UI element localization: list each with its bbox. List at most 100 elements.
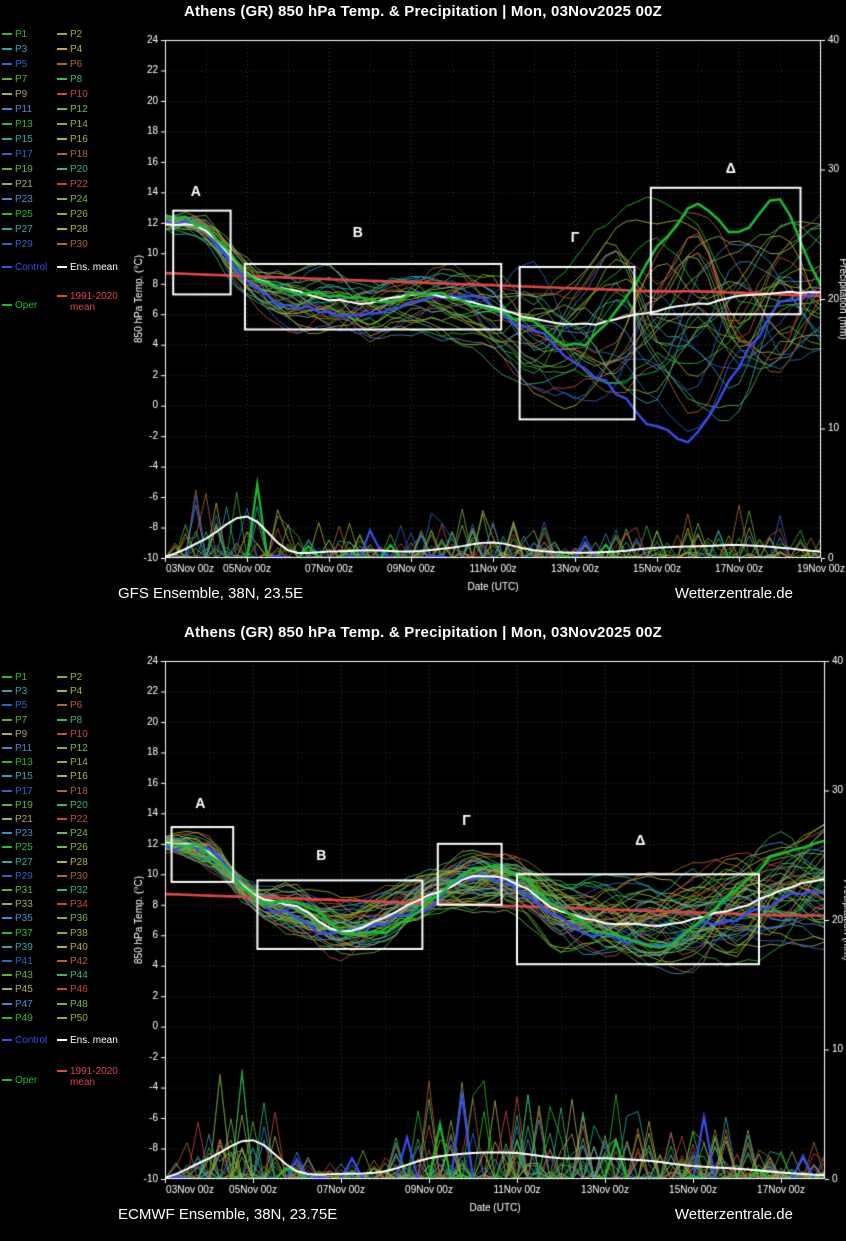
legend-label: P3 [15, 44, 27, 55]
legend-label: P14 [70, 757, 88, 768]
legend-label: P2 [70, 29, 82, 40]
legend-line-swatch [57, 153, 67, 155]
legend-item-clim-mean: 1991-2020 [57, 1067, 118, 1077]
legend-item-p21: P21 [2, 180, 33, 190]
legend-item-p8: P8 [57, 75, 82, 85]
legend-item-p30: P30 [57, 240, 88, 250]
legend-item-ens-mean: Ens. mean [57, 263, 118, 273]
legend-item-p37: P37 [2, 929, 33, 939]
legend-item-p41: P41 [2, 957, 33, 967]
legend-line-swatch [2, 138, 12, 140]
legend-label: P23 [15, 194, 33, 205]
legend-item-p4: P4 [57, 687, 82, 697]
legend-label: P25 [15, 842, 33, 853]
legend-item-p33: P33 [2, 900, 33, 910]
legend-label: P22 [70, 179, 88, 190]
legend-item-p15: P15 [2, 135, 33, 145]
legend-item-p30: P30 [57, 872, 88, 882]
legend-line-swatch [57, 138, 67, 140]
legend-line-swatch [2, 903, 12, 905]
legend-line-swatch [57, 183, 67, 185]
legend-item-p20: P20 [57, 801, 88, 811]
legend-line-swatch [2, 846, 12, 848]
legend-label: P44 [70, 970, 88, 981]
legend-line-swatch [2, 1039, 12, 1041]
legend-line-swatch [57, 804, 67, 806]
legend-line-swatch [57, 903, 67, 905]
legend-line-swatch [57, 1017, 67, 1019]
legend-label: P28 [70, 857, 88, 868]
legend-item-p48: P48 [57, 1000, 88, 1010]
legend-label: P11 [15, 743, 32, 754]
legend-item-p5: P5 [2, 60, 27, 70]
legend-line-swatch [57, 932, 67, 934]
legend-label: P48 [70, 999, 88, 1010]
legend-item-p18: P18 [57, 787, 88, 797]
legend-label: P40 [70, 942, 88, 953]
legend-label: P9 [15, 729, 27, 740]
legend-line-swatch [2, 153, 12, 155]
legend-line-swatch [57, 108, 67, 110]
legend-line-swatch [57, 168, 67, 170]
legend-label: P24 [70, 194, 88, 205]
legend-item-p38: P38 [57, 929, 88, 939]
legend-label: P12 [70, 743, 88, 754]
legend-item-p11: P11 [2, 744, 32, 754]
legend-line-swatch [57, 775, 67, 777]
legend-item-p23: P23 [2, 829, 33, 839]
legend-item-p18: P18 [57, 150, 88, 160]
legend-item-p10: P10 [57, 730, 88, 740]
legend-line-swatch [57, 917, 67, 919]
legend-line-swatch [2, 733, 12, 735]
legend-line-swatch [2, 198, 12, 200]
legend-item-p32: P32 [57, 886, 88, 896]
legend-item-p19: P19 [2, 165, 33, 175]
legend-line-swatch [2, 761, 12, 763]
legend-label: P20 [70, 800, 88, 811]
legend-item-p14: P14 [57, 120, 88, 130]
legend-item-p29: P29 [2, 872, 33, 882]
legend-item-p9: P9 [2, 730, 27, 740]
legend-line-swatch [2, 875, 12, 877]
legend-item-clim-mean-line2: mean [70, 1078, 95, 1088]
legend-item-p40: P40 [57, 943, 88, 953]
legend-label: P15 [15, 771, 33, 782]
legend-line-swatch [57, 1003, 67, 1005]
legend-item-p2: P2 [57, 30, 82, 40]
legend-item-p7: P7 [2, 716, 27, 726]
legend-label: P17 [15, 786, 33, 797]
legend-line-swatch [57, 63, 67, 65]
legend-line-swatch [2, 48, 12, 50]
legend-line-swatch [2, 704, 12, 706]
legend-line-swatch [2, 775, 12, 777]
legend-line-swatch [2, 818, 12, 820]
legend-line-swatch [57, 704, 67, 706]
legend-line-swatch [57, 690, 67, 692]
legend-label: P30 [70, 871, 88, 882]
legend-label: P8 [70, 74, 82, 85]
legend-line-swatch [2, 183, 12, 185]
legend-item-p22: P22 [57, 180, 88, 190]
legend-item-p44: P44 [57, 971, 88, 981]
legend-line-swatch [57, 832, 67, 834]
legend-label: P18 [70, 786, 88, 797]
legend-line-swatch [57, 861, 67, 863]
legend-line-swatch [57, 198, 67, 200]
legend-label: P39 [15, 942, 33, 953]
legend-label: P33 [15, 899, 33, 910]
legend-label: P12 [70, 104, 88, 115]
legend-item-p47: P47 [2, 1000, 33, 1010]
legend-label: P41 [15, 956, 33, 967]
legend-label: P11 [15, 104, 32, 115]
legend-line-swatch [57, 295, 67, 297]
legend-item-p23: P23 [2, 195, 33, 205]
legend-label: P16 [70, 134, 88, 145]
legend-line-swatch [2, 676, 12, 678]
legend-label: P1 [15, 672, 27, 683]
legend-label: P9 [15, 89, 27, 100]
legend-label: mean [70, 1077, 95, 1088]
legend-item-p25: P25 [2, 210, 33, 220]
legend-label: P38 [70, 928, 88, 939]
legend-item-p21: P21 [2, 815, 33, 825]
legend-label: P7 [15, 715, 27, 726]
